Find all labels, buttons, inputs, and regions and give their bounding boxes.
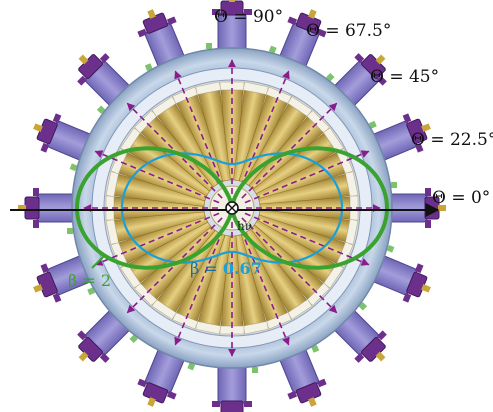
beta-2-distribution-curve	[74, 146, 390, 270]
beta-067-prefix: β =	[190, 259, 223, 278]
beta-2-label: β = 2	[68, 271, 111, 290]
emission-arrow	[94, 212, 220, 266]
beta-067-value: 0.67	[223, 259, 262, 278]
detector-module	[18, 188, 80, 234]
electrode-spoke	[195, 81, 231, 182]
theta-67-5-label: Θ = 67.5°	[306, 21, 391, 41]
emission-arrows	[83, 59, 381, 357]
electrode-spokes	[105, 81, 359, 335]
emission-arrow	[236, 70, 290, 196]
theta-0-label: Θ = 0°	[432, 188, 490, 208]
detector-module	[206, 0, 252, 56]
emission-arrow	[241, 102, 338, 199]
theta-22-5-label: Θ = 22.5°	[411, 130, 493, 150]
detector-module	[212, 360, 258, 412]
emission-arrow	[236, 220, 290, 346]
theta-45-label: Θ = 45°	[370, 67, 439, 87]
beta-067-label: β = 0.67	[190, 259, 262, 278]
emission-arrow	[94, 150, 220, 204]
emission-arrow	[244, 150, 370, 204]
emission-arrow	[174, 70, 228, 196]
emission-arrow	[126, 102, 223, 199]
photon-label: hν	[237, 219, 252, 233]
beta-2-annotation: β = 2	[68, 255, 111, 290]
theta-90-label: Θ = 90°	[214, 7, 283, 27]
emission-arrow	[244, 212, 370, 266]
detector-module	[368, 244, 431, 303]
emission-arrow	[126, 217, 223, 314]
polarization-symbol	[225, 201, 239, 215]
emission-arrow	[241, 217, 338, 314]
beta-067-distribution-curve	[120, 152, 344, 264]
emission-arrow	[174, 220, 228, 346]
